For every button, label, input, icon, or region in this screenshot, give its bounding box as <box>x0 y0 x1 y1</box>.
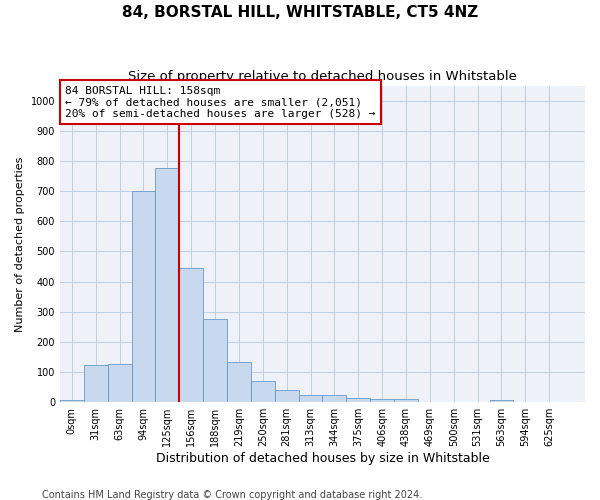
Text: 84 BORSTAL HILL: 158sqm
← 79% of detached houses are smaller (2,051)
20% of semi: 84 BORSTAL HILL: 158sqm ← 79% of detache… <box>65 86 376 119</box>
Text: 84, BORSTAL HILL, WHITSTABLE, CT5 4NZ: 84, BORSTAL HILL, WHITSTABLE, CT5 4NZ <box>122 5 478 20</box>
Bar <box>251 381 275 402</box>
Bar <box>107 364 131 402</box>
Bar <box>299 394 322 402</box>
Y-axis label: Number of detached properties: Number of detached properties <box>15 156 25 332</box>
Bar <box>394 398 418 402</box>
Bar <box>490 400 514 402</box>
Bar <box>322 394 346 402</box>
Bar <box>227 362 251 402</box>
Bar <box>84 364 107 402</box>
Bar <box>203 320 227 402</box>
Bar <box>346 398 370 402</box>
Bar <box>179 268 203 402</box>
Text: Contains HM Land Registry data © Crown copyright and database right 2024.: Contains HM Land Registry data © Crown c… <box>42 490 422 500</box>
Bar <box>155 168 179 402</box>
Title: Size of property relative to detached houses in Whitstable: Size of property relative to detached ho… <box>128 70 517 83</box>
Bar <box>275 390 299 402</box>
X-axis label: Distribution of detached houses by size in Whitstable: Distribution of detached houses by size … <box>155 452 490 465</box>
Bar <box>131 191 155 402</box>
Bar <box>60 400 84 402</box>
Bar <box>370 398 394 402</box>
